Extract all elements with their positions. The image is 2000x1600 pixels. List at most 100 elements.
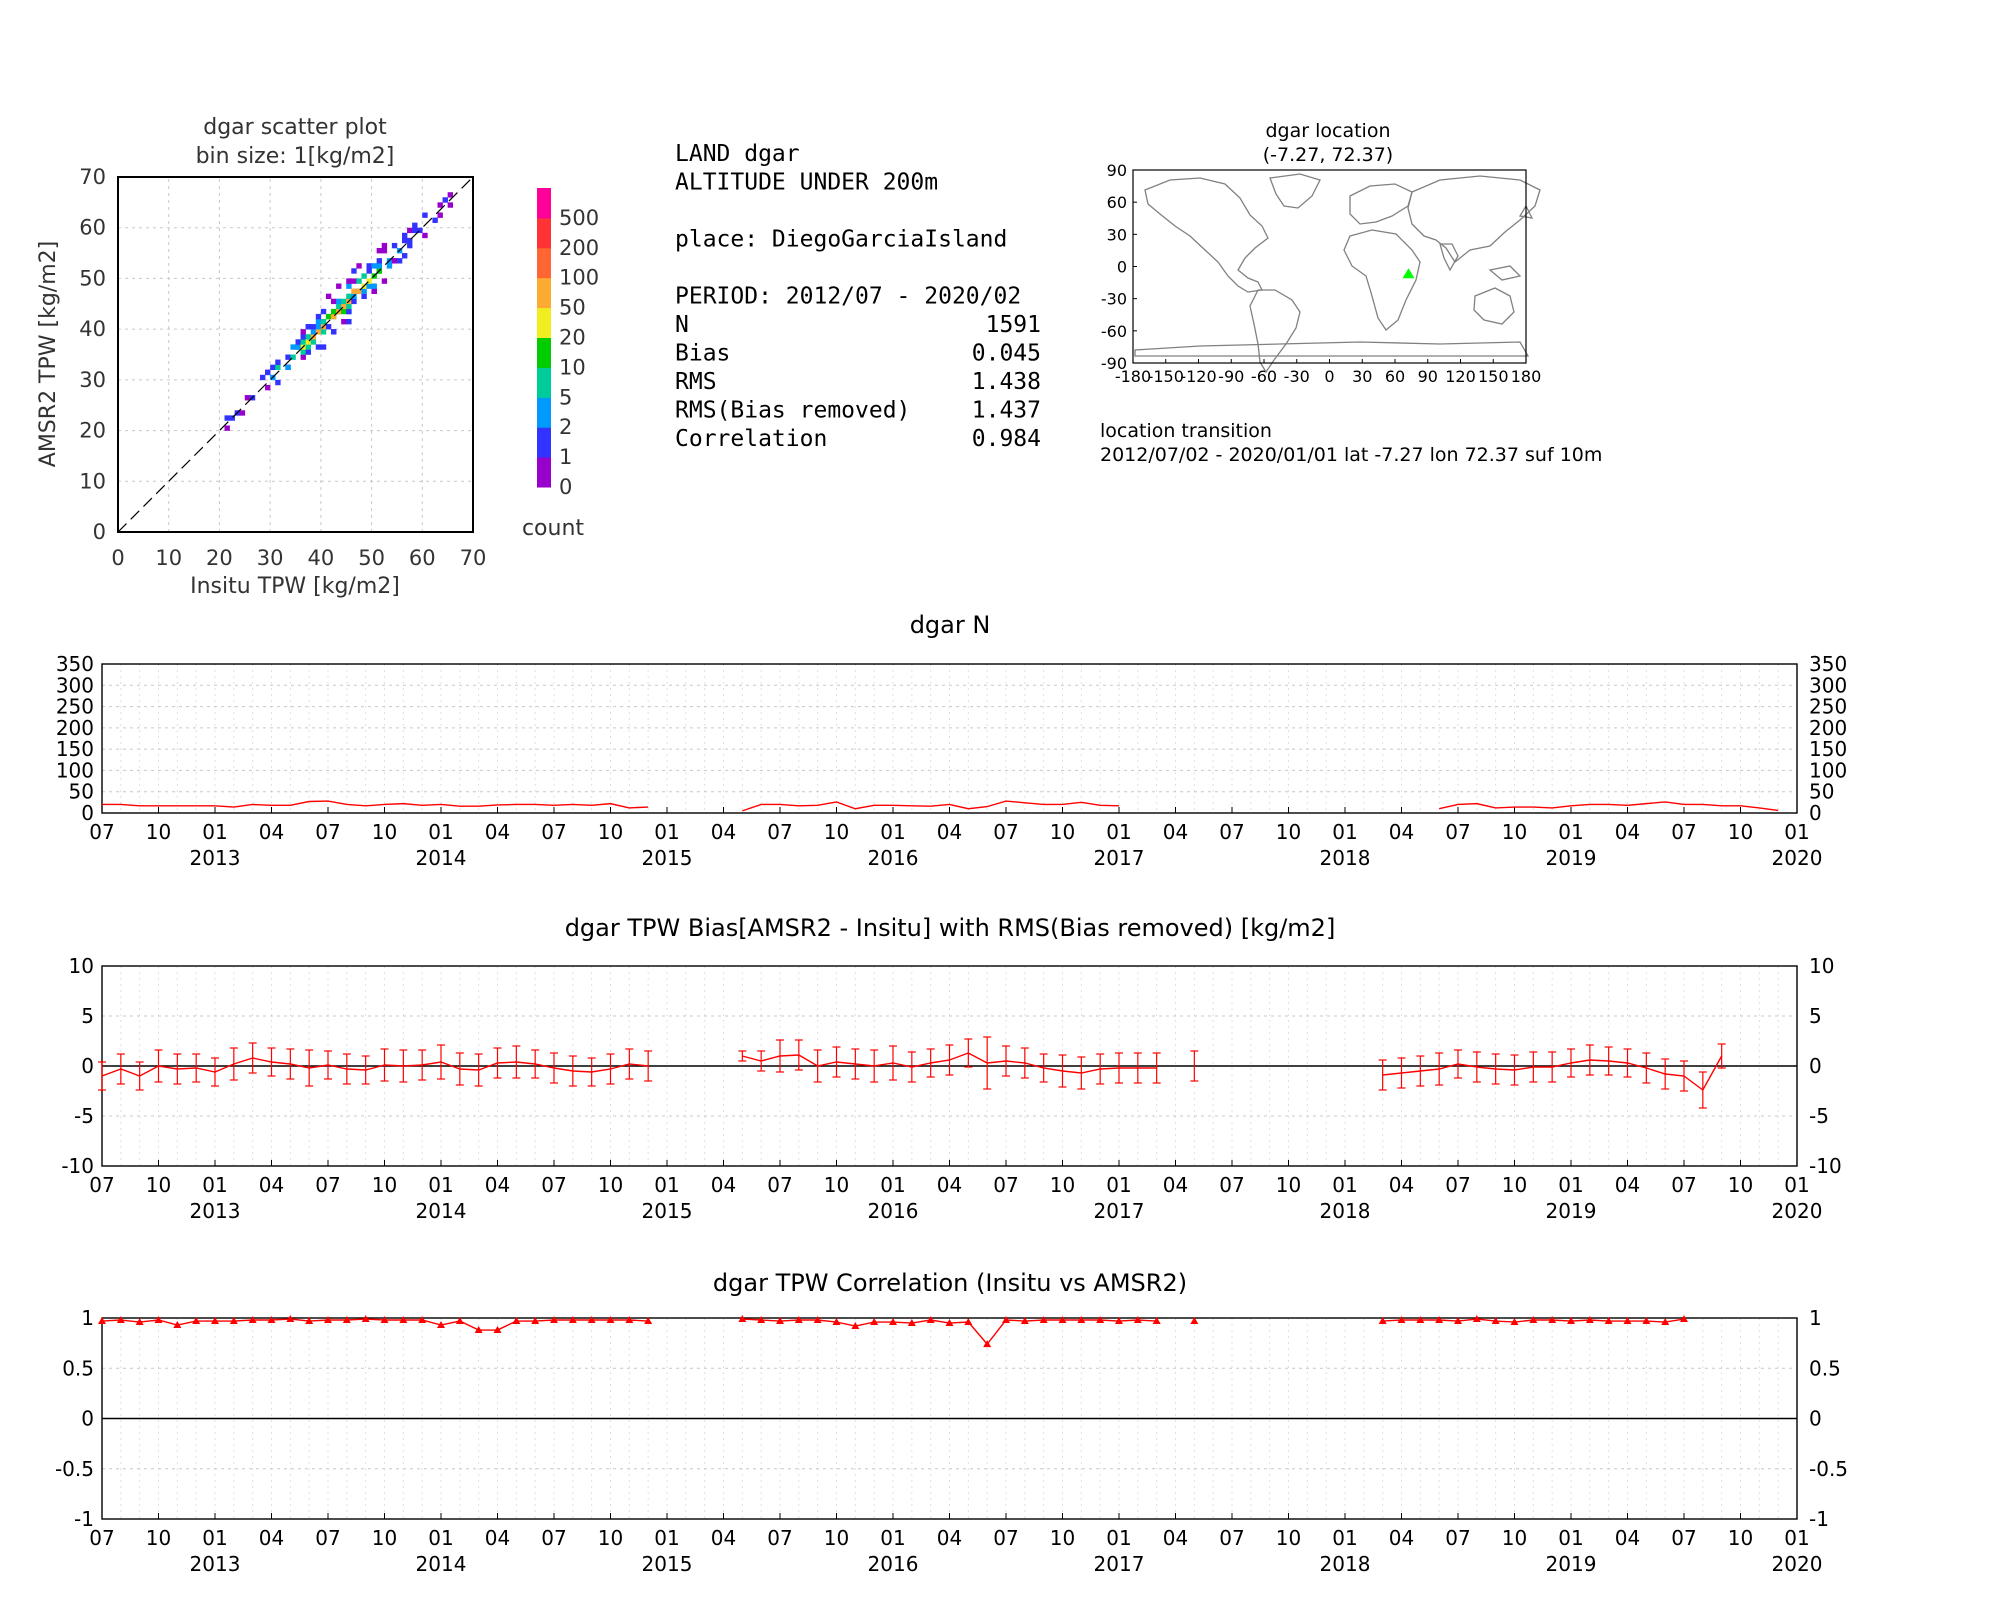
scatter-x-tick-label: 20 xyxy=(206,546,233,570)
ts-year-label: 2013 xyxy=(190,846,241,870)
colorbar-segment xyxy=(537,307,551,338)
scatter-bin xyxy=(305,344,312,350)
ts-series-line xyxy=(742,1318,1157,1346)
scatter-bin xyxy=(361,288,367,294)
map-y-tick-label: 60 xyxy=(1107,193,1127,212)
map-x-tick-label: -150 xyxy=(1148,367,1184,386)
ts-x-tick-label: 07 xyxy=(541,1526,566,1550)
scatter-bin xyxy=(336,303,342,310)
stat-value: 1591 xyxy=(986,312,1041,338)
ts-x-tick-label: 07 xyxy=(767,1173,792,1197)
ts-x-tick-label: 04 xyxy=(1615,1173,1640,1197)
ts-x-tick-label: 07 xyxy=(315,1526,340,1550)
scatter-bin xyxy=(310,324,317,330)
scatter-bin xyxy=(407,242,413,249)
map-x-tick-label: 90 xyxy=(1418,367,1438,386)
ts-x-tick-label: 07 xyxy=(315,1173,340,1197)
ts-point-marker xyxy=(1680,1315,1688,1323)
scatter-bin xyxy=(351,288,357,294)
colorbar-segment xyxy=(537,247,551,279)
scatter-bin xyxy=(295,339,301,345)
ts-x-tick-label: 07 xyxy=(315,820,340,844)
scatter-bin xyxy=(290,344,296,350)
scatter-bin xyxy=(331,329,337,335)
scatter-ylabel: AMSR2 TPW [kg/m2] xyxy=(36,241,61,467)
stat-value: 1.438 xyxy=(972,369,1041,395)
ts-y-tick-label-left: 250 xyxy=(56,695,94,719)
ts-year-label: 2017 xyxy=(1094,846,1145,870)
scatter-bin xyxy=(356,263,362,269)
ts-x-tick-label: 10 xyxy=(824,820,849,844)
colorbar-tick-label: 0 xyxy=(559,475,572,499)
map-x-tick-label: -30 xyxy=(1284,367,1310,386)
scatter-bin xyxy=(361,293,367,300)
ts-year-label: 2020 xyxy=(1772,1552,1823,1576)
ts-x-tick-label: 07 xyxy=(89,1526,114,1550)
scatter-bin xyxy=(305,324,312,330)
scatter-bins xyxy=(224,192,454,431)
ts-series-line xyxy=(1382,1318,1685,1323)
scatter-bin xyxy=(305,334,312,340)
ts-year-label: 2014 xyxy=(416,1199,467,1223)
ts-x-tick-label: 07 xyxy=(1219,820,1244,844)
scatter-y-tick-label: 70 xyxy=(79,165,106,189)
info-panel: LAND dgar ALTITUDE UNDER 200m place: Diego… xyxy=(675,141,1041,452)
scatter-bin xyxy=(331,308,337,315)
scatter-bin xyxy=(285,354,291,360)
map-x-tick-label: 30 xyxy=(1352,367,1372,386)
ts-x-tick-label: 01 xyxy=(880,820,905,844)
ts-x-tick-label: 04 xyxy=(711,1526,736,1550)
scatter-bin xyxy=(346,319,352,325)
ts-y-tick-label-right: 0.5 xyxy=(1809,1356,1841,1380)
scatter-bin xyxy=(417,227,423,234)
ts-x-tick-label: 01 xyxy=(1558,1173,1583,1197)
map-y-tick-label: 0 xyxy=(1117,258,1127,277)
scatter-bin xyxy=(310,339,317,345)
ts-y-tick-label-right: 100 xyxy=(1809,758,1847,782)
ts-y-tick-label-left: 0.5 xyxy=(62,1356,94,1380)
colorbar-segment xyxy=(537,457,551,488)
colorbar-tick-label: 2 xyxy=(559,415,572,439)
scatter-panel: dgar scatter plot bin size: 1[kg/m2] 001… xyxy=(36,115,599,599)
map-axes: -180-150-120 -90 -60 -30 0 30 60 90 120 150 180906… xyxy=(1101,161,1541,386)
ts-year-label: 2016 xyxy=(868,1199,919,1223)
ts-x-tick-label: 10 xyxy=(1276,1173,1301,1197)
ts-x-tick-label: 01 xyxy=(1558,820,1583,844)
ts-x-tick-label: 04 xyxy=(1389,1173,1414,1197)
ts-year-label: 2016 xyxy=(868,1552,919,1576)
map-x-tick-label: 60 xyxy=(1385,367,1405,386)
scatter-bin xyxy=(346,283,352,289)
scatter-bin xyxy=(305,349,312,355)
scatter-bin xyxy=(341,308,347,315)
ts-year-label: 2013 xyxy=(190,1199,241,1223)
colorbar-tick-label: 50 xyxy=(559,296,586,320)
scatter-grid xyxy=(118,177,473,532)
ts-series-line xyxy=(1439,801,1779,812)
ts-x-tick-label: 01 xyxy=(654,1526,679,1550)
scatter-bin xyxy=(442,197,448,203)
scatter-bin xyxy=(331,298,337,305)
ts-year-label: 2019 xyxy=(1546,846,1597,870)
scatter-bin xyxy=(422,232,428,239)
scatter-bin xyxy=(366,278,372,284)
scatter-bin xyxy=(346,278,352,284)
ts-series-line xyxy=(742,800,1120,812)
scatter-bin xyxy=(361,273,367,279)
scatter-bin xyxy=(300,339,306,345)
ts-year-label: 2018 xyxy=(1320,846,1371,870)
scatter-bin xyxy=(300,349,306,355)
scatter-bin xyxy=(371,288,377,294)
scatter-y-tick-label: 0 xyxy=(93,520,106,544)
colorbar-tick-label: 5 xyxy=(559,385,572,409)
ts-x-tick-label: 01 xyxy=(1784,1526,1809,1550)
ts-y-tick-label-right: 0 xyxy=(1809,1407,1822,1431)
ts-x-tick-label: 04 xyxy=(485,820,510,844)
colorbar-tick-label: 500 xyxy=(559,206,599,230)
ts-point-marker xyxy=(738,1315,747,1323)
ts-y-tick-label-right: 5 xyxy=(1809,1004,1822,1028)
scatter-y-tick-label: 40 xyxy=(79,317,106,341)
scatter-bin xyxy=(402,253,408,259)
ts-y-tick-label-left: 1 xyxy=(81,1306,94,1330)
ts-x-tick-label: 04 xyxy=(1389,1526,1414,1550)
scatter-bin xyxy=(391,258,398,264)
